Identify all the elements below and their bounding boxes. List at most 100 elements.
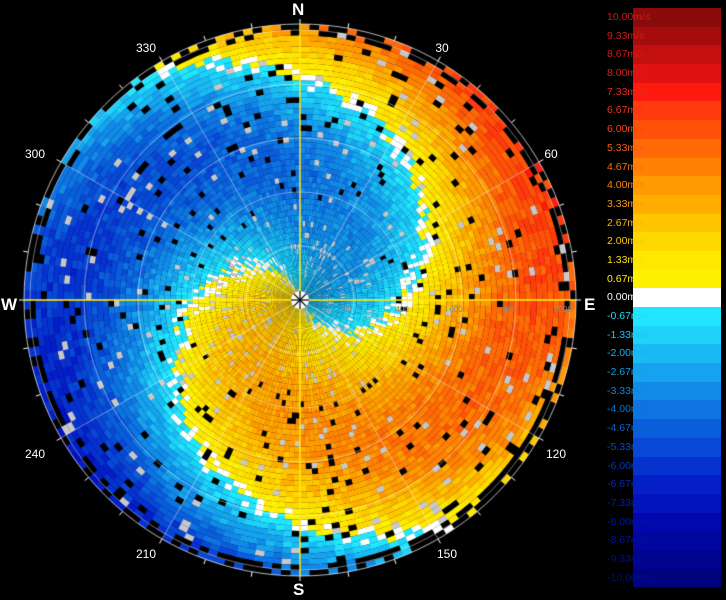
legend-label: 1.33m/s xyxy=(607,253,645,266)
legend-label: -8.67m/s xyxy=(607,534,648,547)
legend-label: -6.67m/s xyxy=(607,478,648,491)
legend-swatch xyxy=(633,82,721,102)
legend-swatch xyxy=(633,176,721,195)
azimuth-label-210: 210 xyxy=(136,547,156,561)
legend-label: 6.00m/s xyxy=(607,123,645,136)
legend-item: -6.00m/s xyxy=(605,456,721,476)
legend-item: -6.67m/s xyxy=(605,475,721,494)
legend-item: 2.67m/s xyxy=(605,213,721,233)
legend-swatch xyxy=(633,269,721,289)
legend-item: 0.67m/s xyxy=(605,269,721,289)
legend-item: -4.00m/s xyxy=(605,400,721,420)
legend-item: 0.00m/s xyxy=(605,288,721,307)
legend-swatch xyxy=(633,400,721,420)
legend-label: 5.33m/s xyxy=(607,141,645,154)
azimuth-label-120: 120 xyxy=(546,447,566,461)
legend-swatch xyxy=(633,26,721,46)
legend-swatch xyxy=(633,8,721,27)
legend-label: -7.33m/s xyxy=(607,496,648,509)
legend-label: 4.67m/s xyxy=(607,160,645,173)
legend-swatch xyxy=(633,437,721,457)
velocity-color-legend: 10.00m/s 9.33m/s 8.67m/s 8.00m/s 7.33m/s 6.67… xyxy=(605,8,721,588)
legend-label: -8.00m/s xyxy=(607,515,648,528)
legend-item: 9.33m/s xyxy=(605,26,721,46)
legend-swatch xyxy=(633,512,721,532)
range-label-600: 600 xyxy=(449,305,463,314)
azimuth-label-150: 150 xyxy=(437,547,457,561)
range-label-800: 800 xyxy=(503,305,517,314)
legend-item: 1.33m/s xyxy=(605,250,721,270)
legend-item: 6.67m/s xyxy=(605,101,721,121)
legend-label: 8.67m/s xyxy=(607,48,645,61)
legend-label: -2.00m/s xyxy=(607,347,648,360)
range-label-1000: 1000 xyxy=(554,305,572,314)
legend-label: 9.33m/s xyxy=(607,29,645,42)
legend-swatch xyxy=(633,493,721,513)
legend-item: 4.00m/s xyxy=(605,176,721,195)
radial-velocity-display xyxy=(0,0,600,600)
legend-swatch xyxy=(633,568,721,588)
range-label-200: 200 xyxy=(338,305,352,314)
azimuth-label-30: 30 xyxy=(435,41,449,55)
legend-swatch xyxy=(633,120,721,139)
legend-swatch xyxy=(633,45,721,65)
legend-swatch xyxy=(633,344,721,364)
legend-item: -8.67m/s xyxy=(605,531,721,550)
legend-swatch xyxy=(633,138,721,158)
legend-swatch xyxy=(633,363,721,382)
legend-swatch xyxy=(633,213,721,233)
legend-item: 6.00m/s xyxy=(605,120,721,139)
legend-item: 2.00m/s xyxy=(605,232,721,251)
legend-item: -8.00m/s xyxy=(605,512,721,532)
legend-label: -4.00m/s xyxy=(607,403,648,416)
legend-item: -4.67m/s xyxy=(605,419,721,438)
legend-item: -2.67m/s xyxy=(605,363,721,382)
legend-label: -10.00m/s xyxy=(607,571,654,584)
legend-item: 8.67m/s xyxy=(605,45,721,65)
legend-label: 0.67m/s xyxy=(607,272,645,285)
legend-swatch xyxy=(633,307,721,326)
legend-label: -0.67m/s xyxy=(607,310,648,322)
legend-swatch xyxy=(633,232,721,251)
compass-west: W xyxy=(1,295,18,314)
legend-label: -5.33m/s xyxy=(607,440,648,453)
azimuth-label-240: 240 xyxy=(25,447,45,461)
legend-item: -0.67m/s xyxy=(605,307,721,326)
legend-label: 8.00m/s xyxy=(607,67,645,80)
legend-item: 3.33m/s xyxy=(605,194,721,214)
legend-swatch xyxy=(633,194,721,214)
legend-label: 7.33m/s xyxy=(607,85,645,98)
compass-south: S xyxy=(293,580,305,599)
legend-swatch xyxy=(633,549,721,569)
legend-swatch xyxy=(633,250,721,270)
legend-label: 4.00m/s xyxy=(607,179,645,192)
azimuth-label-300: 300 xyxy=(25,147,45,161)
legend-swatch xyxy=(633,475,721,494)
legend-item: 7.33m/s xyxy=(605,82,721,102)
legend-label: -4.67m/s xyxy=(607,422,648,435)
azimuth-label-60: 60 xyxy=(544,147,558,161)
legend-swatch xyxy=(633,419,721,438)
legend-item: -3.33m/s xyxy=(605,381,721,401)
legend-swatch xyxy=(633,325,721,345)
legend-label: -6.00m/s xyxy=(607,459,648,472)
legend-item: 4.67m/s xyxy=(605,157,721,177)
legend-item: -1.33m/s xyxy=(605,325,721,345)
legend-swatch xyxy=(633,64,721,83)
legend-swatch xyxy=(633,157,721,177)
legend-label: 6.67m/s xyxy=(607,104,645,117)
legend-label: -2.67m/s xyxy=(607,366,648,379)
range-label-400: 400 xyxy=(395,305,409,314)
legend-label: 3.33m/s xyxy=(607,197,645,210)
legend-label: -3.33m/s xyxy=(607,384,648,397)
range-labels: 200 400 600 800 1000 xyxy=(338,305,572,314)
legend-item: 10.00m/s xyxy=(605,8,721,27)
compass-east: E xyxy=(584,295,596,314)
legend-swatch xyxy=(633,531,721,550)
compass-north: N xyxy=(292,0,305,19)
radar-overlay: 330 30 300 60 240 120 210 150 200 400 60… xyxy=(25,41,572,561)
legend-label: 2.67m/s xyxy=(607,216,645,229)
legend-label: 2.00m/s xyxy=(607,235,645,248)
legend-swatch xyxy=(633,101,721,121)
legend-item: -5.33m/s xyxy=(605,437,721,457)
